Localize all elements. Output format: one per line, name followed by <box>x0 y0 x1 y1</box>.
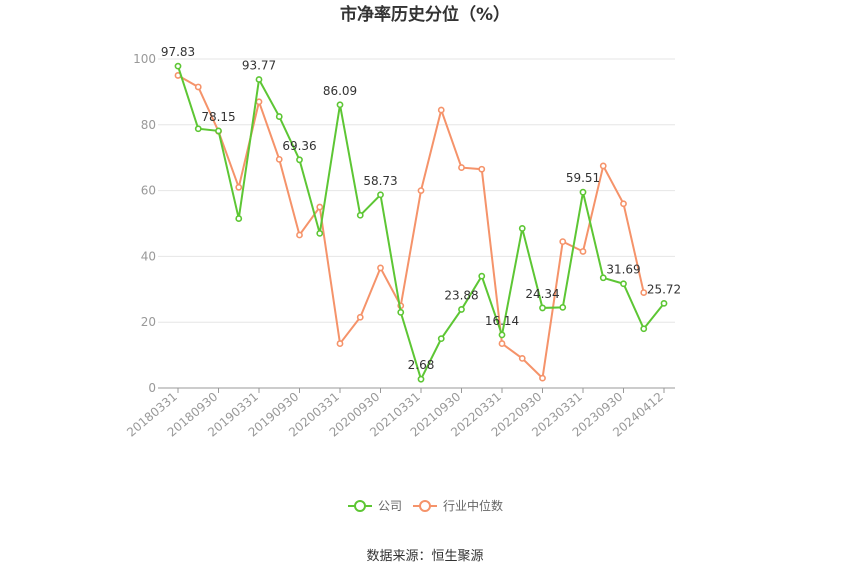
data-point <box>458 306 465 313</box>
data-point <box>518 225 526 232</box>
data-point <box>417 375 425 383</box>
y-tick-label: 100 <box>133 52 156 66</box>
data-label: 59.51 <box>566 171 600 185</box>
data-label: 78.15 <box>201 110 235 124</box>
y-tick-label: 60 <box>141 184 156 198</box>
data-point <box>640 289 648 296</box>
data-point <box>397 308 405 316</box>
legend: 公司 行业中位数 <box>348 498 503 513</box>
data-point <box>599 162 607 170</box>
data-label: 69.36 <box>282 139 316 153</box>
y-tick-label: 20 <box>141 315 156 329</box>
data-point <box>194 83 202 91</box>
data-point <box>539 304 546 312</box>
data-point <box>478 165 486 173</box>
data-point <box>437 335 445 343</box>
data-point <box>559 238 567 245</box>
series-line <box>177 74 645 381</box>
data-point <box>478 272 486 280</box>
legend-swatch-industry-marker <box>419 500 431 512</box>
data-point <box>235 215 243 222</box>
data-point <box>336 101 344 109</box>
legend-item-company[interactable]: 公司 <box>348 499 402 513</box>
data-label: 25.72 <box>647 282 681 296</box>
data-point <box>579 248 587 255</box>
data-point <box>640 325 648 333</box>
data-point <box>275 155 283 163</box>
data-point <box>579 188 587 196</box>
data-point <box>498 331 506 339</box>
data-point <box>356 313 364 321</box>
y-tick-label: 0 <box>148 381 156 395</box>
legend-item-industry[interactable]: 行业中位数 <box>413 498 503 513</box>
data-point <box>518 354 526 362</box>
legend-swatch-company-marker <box>354 500 366 512</box>
data-point <box>255 76 263 83</box>
data-label: 58.73 <box>363 174 397 188</box>
data-label: 23.88 <box>444 288 478 302</box>
data-label: 93.77 <box>242 58 276 72</box>
data-point <box>235 183 243 191</box>
series-industry <box>174 72 648 382</box>
data-point <box>417 187 425 194</box>
data-point <box>377 191 384 199</box>
data-point <box>559 303 567 311</box>
legend-label-company: 公司 <box>378 499 402 513</box>
data-point <box>296 156 303 164</box>
legend-label-industry: 行业中位数 <box>443 498 503 513</box>
data-point <box>316 203 324 211</box>
data-point <box>458 164 465 171</box>
data-label: 24.34 <box>525 287 559 301</box>
data-point <box>255 98 263 106</box>
series-company <box>174 62 668 383</box>
data-point <box>620 200 627 208</box>
data-point <box>620 280 627 288</box>
data-point <box>174 62 182 70</box>
data-label: 2.68 <box>408 358 435 372</box>
data-point <box>336 340 344 347</box>
data-point <box>356 211 364 219</box>
data-point <box>498 340 506 347</box>
data-point <box>377 264 384 272</box>
data-point <box>275 113 283 120</box>
data-point <box>437 106 445 114</box>
data-point <box>296 231 303 239</box>
data-point <box>599 274 607 282</box>
series <box>174 62 668 383</box>
data-label: 31.69 <box>606 263 640 277</box>
y-tick-label: 80 <box>141 118 156 132</box>
data-labels: 97.83 78.15 93.77 69.36 86.09 58.73 2.68 23.88 1… <box>161 45 681 372</box>
data-label: 97.83 <box>161 45 195 59</box>
y-tick-label: 40 <box>141 249 156 263</box>
series-line <box>177 65 665 382</box>
grid <box>158 58 675 323</box>
source-note: 数据来源：恒生聚源 <box>366 549 483 564</box>
data-point <box>215 127 222 135</box>
data-label: 16.14 <box>485 314 519 328</box>
data-point <box>539 374 546 382</box>
chart-title: 市净率历史分位（%） <box>340 4 510 25</box>
data-point <box>194 125 202 133</box>
data-point <box>660 299 668 307</box>
data-label: 86.09 <box>323 84 357 98</box>
data-point <box>316 229 324 237</box>
